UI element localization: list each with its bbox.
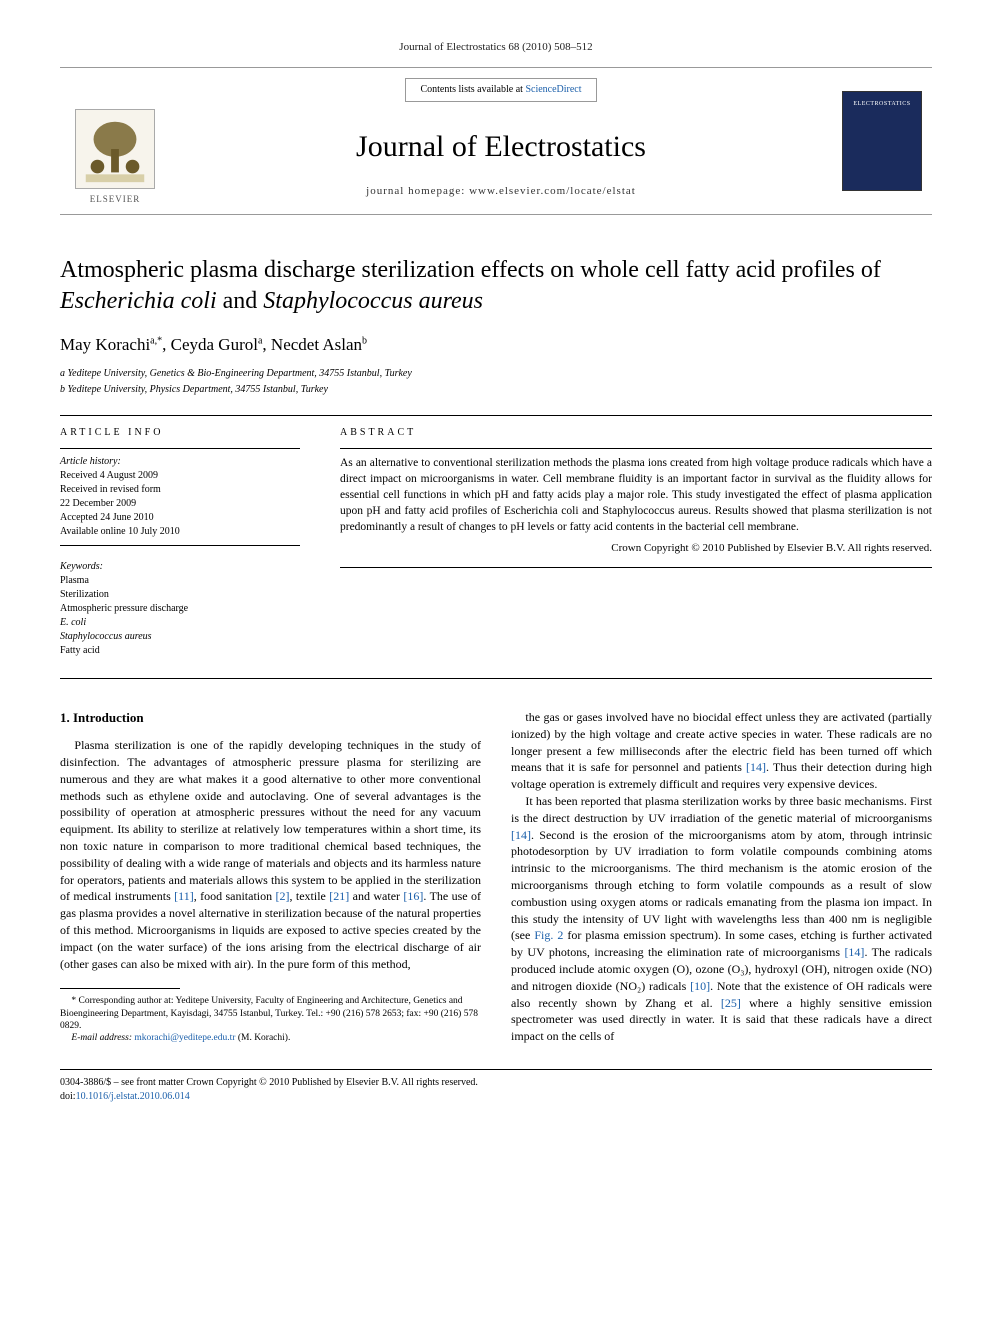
- citation-link[interactable]: [14]: [844, 945, 864, 959]
- email-label: E-mail address:: [71, 1033, 134, 1043]
- keyword: Atmospheric pressure discharge: [60, 602, 300, 616]
- citation-link[interactable]: [14]: [511, 828, 531, 842]
- date-revised-label: Received in revised form: [60, 483, 300, 497]
- homepage-prefix: journal homepage:: [366, 185, 469, 197]
- divider: [60, 415, 932, 416]
- corresponding-author-footnote: * Corresponding author at: Yeditepe Univ…: [60, 995, 481, 1032]
- article-info-block: ARTICLE INFO Article history: Received 4…: [60, 426, 300, 658]
- affiliation-a: a Yeditepe University, Genetics & Bio-En…: [60, 367, 932, 381]
- paragraph: It has been reported that plasma sterili…: [511, 793, 932, 1045]
- footer-copyright: 0304-3886/$ – see front matter Crown Cop…: [60, 1076, 932, 1090]
- publisher-logo-block: ELSEVIER: [60, 68, 170, 213]
- footer-divider: [60, 1069, 932, 1070]
- date-revised: 22 December 2009: [60, 497, 300, 511]
- abstract-text: As an alternative to conventional steril…: [340, 455, 932, 535]
- publisher-name: ELSEVIER: [90, 193, 141, 206]
- email-suffix: (M. Korachi).: [235, 1033, 290, 1043]
- date-received: Received 4 August 2009: [60, 469, 300, 483]
- journal-name: Journal of Electrostatics: [170, 126, 832, 168]
- homepage-url: www.elsevier.com/locate/elstat: [469, 185, 636, 197]
- contents-prefix: Contents lists available at: [420, 84, 525, 95]
- citation-link[interactable]: [16]: [403, 889, 423, 903]
- keyword: E. coli: [60, 616, 300, 630]
- email-link[interactable]: mkorachi@yeditepe.edu.tr: [134, 1033, 235, 1043]
- author-2: Ceyda Gurol: [171, 335, 258, 354]
- abstract-heading: ABSTRACT: [340, 426, 932, 440]
- author-list: May Korachia,*, Ceyda Gurola, Necdet Asl…: [60, 333, 932, 357]
- contents-available: Contents lists available at ScienceDirec…: [405, 78, 596, 102]
- email-footnote: E-mail address: mkorachi@yeditepe.edu.tr…: [60, 1032, 481, 1044]
- footnote-divider: [60, 988, 180, 989]
- citation-link[interactable]: [25]: [721, 996, 741, 1010]
- citation-link[interactable]: [11]: [174, 889, 194, 903]
- body-text: 1. Introduction Plasma sterilization is …: [60, 709, 932, 1045]
- divider: [60, 678, 932, 679]
- body-text-span: , textile: [290, 889, 330, 903]
- body-text-span: , food sanitation: [194, 889, 276, 903]
- keyword: Sterilization: [60, 588, 300, 602]
- citation-link[interactable]: [2]: [276, 889, 290, 903]
- doi-prefix: doi:: [60, 1091, 76, 1102]
- title-species-2: Staphylococcus aureus: [263, 288, 483, 314]
- masthead: ELSEVIER Contents lists available at Sci…: [60, 67, 932, 214]
- journal-homepage: journal homepage: www.elsevier.com/locat…: [170, 184, 832, 199]
- body-text-span: and water: [349, 889, 403, 903]
- elsevier-tree-icon: [75, 109, 155, 189]
- citation-link[interactable]: [21]: [329, 889, 349, 903]
- author-3-affil: b: [362, 336, 367, 347]
- abstract-copyright: Crown Copyright © 2010 Published by Else…: [340, 541, 932, 556]
- keyword: Staphylococcus aureus: [60, 630, 300, 644]
- author-3: Necdet Aslan: [271, 335, 362, 354]
- title-text-pre: Atmospheric plasma discharge sterilizati…: [60, 257, 881, 283]
- body-text-span: . Second is the erosion of the microorga…: [511, 828, 932, 943]
- cover-title: ELECTROSTATICS: [847, 100, 917, 108]
- date-accepted: Accepted 24 June 2010: [60, 511, 300, 525]
- paragraph: the gas or gases involved have no biocid…: [511, 709, 932, 793]
- journal-cover-thumb: ELECTROSTATICS: [842, 91, 922, 191]
- keyword: Fatty acid: [60, 644, 300, 658]
- author-1: May Korachi: [60, 335, 150, 354]
- author-2-affil: a: [258, 336, 262, 347]
- body-text-span: It has been reported that plasma sterili…: [511, 794, 932, 825]
- citation-link[interactable]: [14]: [746, 760, 766, 774]
- affiliation-b: b Yeditepe University, Physics Departmen…: [60, 383, 932, 397]
- history-label: Article history:: [60, 455, 300, 469]
- sciencedirect-link[interactable]: ScienceDirect: [525, 84, 581, 95]
- footer: 0304-3886/$ – see front matter Crown Cop…: [60, 1076, 932, 1104]
- abstract-block: ABSTRACT As an alternative to convention…: [340, 426, 932, 658]
- article-info-heading: ARTICLE INFO: [60, 426, 300, 440]
- keyword: Plasma: [60, 574, 300, 588]
- article-title: Atmospheric plasma discharge sterilizati…: [60, 255, 932, 317]
- author-1-affil: a,*: [150, 336, 162, 347]
- section-heading: 1. Introduction: [60, 709, 481, 727]
- title-text-mid: and: [217, 288, 264, 314]
- citation-link[interactable]: [10]: [690, 979, 710, 993]
- title-species-1: Escherichia coli: [60, 288, 217, 314]
- doi-link[interactable]: 10.1016/j.elstat.2010.06.014: [76, 1091, 190, 1102]
- keywords-label: Keywords:: [60, 560, 300, 574]
- body-text-span: Plasma sterilization is one of the rapid…: [60, 738, 481, 903]
- date-online: Available online 10 July 2010: [60, 525, 300, 539]
- citation-header: Journal of Electrostatics 68 (2010) 508–…: [60, 40, 932, 55]
- figure-link[interactable]: Fig. 2: [534, 928, 563, 942]
- paragraph: Plasma sterilization is one of the rapid…: [60, 737, 481, 972]
